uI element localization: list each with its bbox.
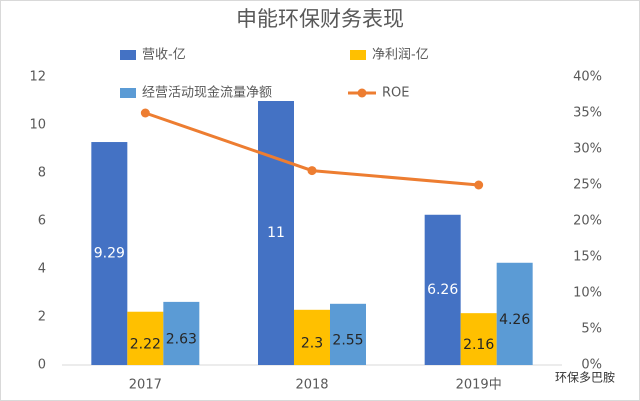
y2-tick-label: 40% — [573, 70, 602, 85]
bar — [496, 262, 533, 365]
x-tick-label: 2019中 — [456, 378, 502, 393]
bar — [163, 301, 200, 365]
data-label: 2.63 — [166, 331, 197, 347]
legend-label: 营收-亿 — [142, 48, 186, 63]
line-point — [307, 166, 317, 176]
legend-swatch — [357, 88, 367, 98]
x-tick-label: 2018 — [295, 378, 328, 393]
legend-swatch — [120, 88, 136, 98]
y-tick-label: 4 — [38, 262, 46, 277]
y-tick-label: 2 — [38, 310, 46, 325]
data-label: 9.29 — [94, 246, 125, 262]
legend-swatch — [350, 50, 366, 60]
line-point — [140, 108, 150, 118]
y2-tick-label: 25% — [573, 178, 602, 193]
data-label: 2.22 — [130, 336, 161, 352]
watermark: 环保多巴胺 — [555, 371, 615, 385]
y2-tick-label: 35% — [573, 106, 602, 121]
y2-tick-label: 30% — [573, 142, 602, 157]
data-label: 4.26 — [499, 312, 530, 328]
data-label: 2.3 — [301, 335, 323, 351]
data-label: 2.55 — [332, 332, 363, 348]
data-label: 6.26 — [427, 282, 458, 298]
y2-tick-label: 15% — [573, 250, 602, 265]
y-tick-label: 6 — [38, 214, 46, 229]
y2-tick-label: 5% — [581, 322, 602, 337]
x-tick-label: 2017 — [129, 378, 162, 393]
y-tick-label: 10 — [29, 118, 46, 133]
bar — [258, 101, 294, 365]
data-label: 2.16 — [463, 337, 494, 353]
bar — [294, 309, 330, 365]
bar — [424, 214, 461, 365]
y2-tick-label: 10% — [573, 286, 602, 301]
y-tick-label: 0 — [38, 358, 46, 373]
legend-label: ROE — [382, 86, 409, 101]
bar — [127, 311, 164, 365]
line-point — [474, 180, 484, 190]
bar — [460, 313, 497, 365]
y2-tick-label: 20% — [573, 214, 602, 229]
data-label: 11 — [267, 225, 285, 241]
bar — [330, 303, 366, 365]
y-tick-label: 8 — [38, 166, 46, 181]
legend-label: 净利润-亿 — [372, 48, 429, 63]
legend-swatch — [120, 50, 136, 60]
chart-title: 申能环保财务表现 — [236, 7, 404, 31]
y-tick-label: 12 — [29, 70, 46, 85]
y2-tick-label: 0% — [581, 358, 602, 373]
bar — [91, 142, 128, 365]
legend-label: 经营活动现金流量净额 — [142, 85, 272, 101]
